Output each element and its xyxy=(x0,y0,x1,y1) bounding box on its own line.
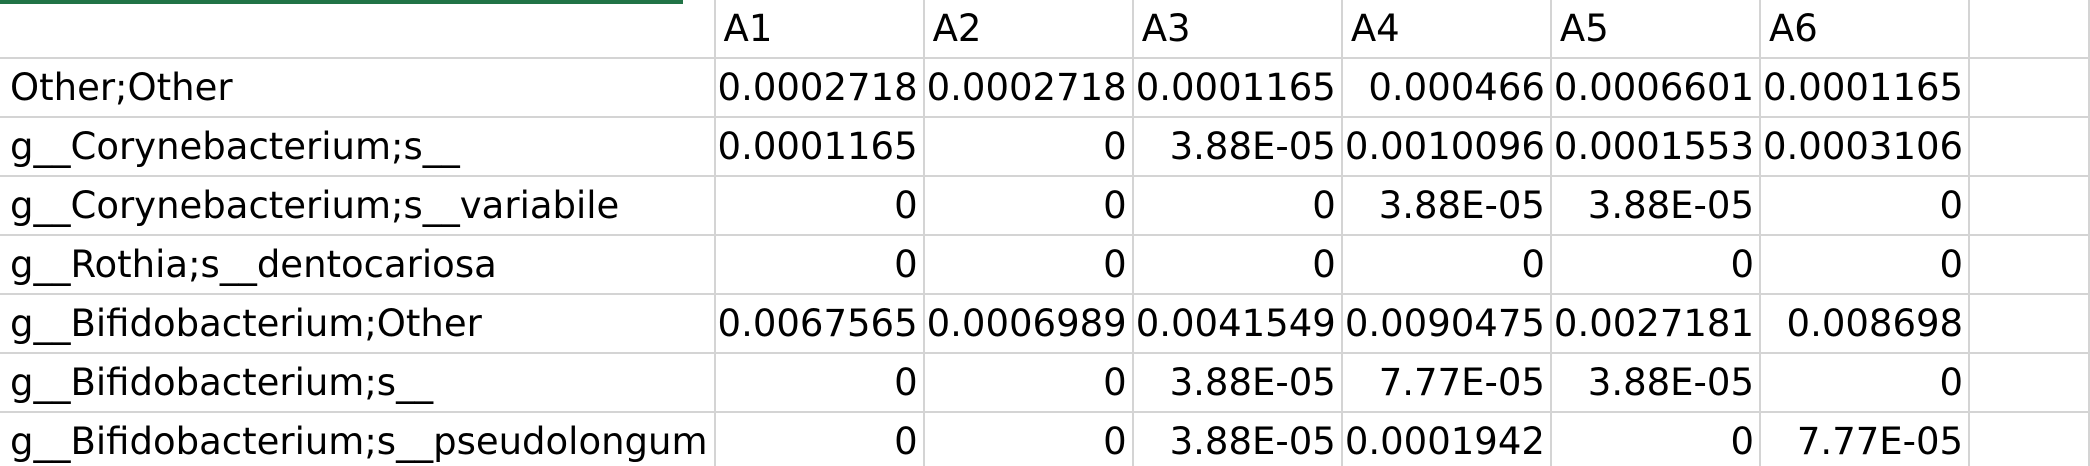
empty-cell[interactable] xyxy=(1968,234,2090,295)
value-cell[interactable]: 0 xyxy=(1340,234,1552,295)
empty-cell[interactable] xyxy=(1968,57,2090,118)
value-cell[interactable]: 0.0001165 xyxy=(1131,57,1343,118)
value-cell[interactable]: 3.88E-05 xyxy=(1131,116,1343,177)
value-cell[interactable]: 0.000466 xyxy=(1340,57,1552,118)
table-row: g__Bifidobacterium;s__pseudolongum 0 0 3.88… xyxy=(0,411,2090,466)
value-cell[interactable]: 0.0001165 xyxy=(713,116,925,177)
value-cell[interactable]: 0.0001553 xyxy=(1549,116,1762,177)
value-cell[interactable]: 0 xyxy=(922,116,1134,177)
header-cell[interactable]: A1 xyxy=(713,0,925,59)
value-cell[interactable]: 0.0003106 xyxy=(1758,116,1971,177)
value-cell[interactable]: 0.0041549 xyxy=(1131,293,1343,354)
empty-cell[interactable] xyxy=(1968,0,2090,59)
row-label-cell[interactable]: g__Corynebacterium;s__ xyxy=(0,116,716,177)
row-label-cell[interactable]: Other;Other xyxy=(0,57,716,118)
header-cell[interactable]: A2 xyxy=(922,0,1134,59)
table-row: Other;Other 0.0002718 0.0002718 0.0001165 0.… xyxy=(0,57,2090,118)
header-cell[interactable]: A3 xyxy=(1131,0,1343,59)
value-cell[interactable]: 0.0002718 xyxy=(922,57,1134,118)
row-label-cell[interactable]: g__Bifidobacterium;s__pseudolongum xyxy=(0,411,716,466)
value-cell[interactable]: 0 xyxy=(1549,411,1762,466)
value-cell[interactable]: 0.0027181 xyxy=(1549,293,1762,354)
empty-cell[interactable] xyxy=(1968,293,2090,354)
table-row: g__Corynebacterium;s__ 0.0001165 0 3.88E-05… xyxy=(0,116,2090,177)
header-cell[interactable]: A5 xyxy=(1549,0,1762,59)
value-cell[interactable]: 0 xyxy=(1549,234,1762,295)
table-row: g__Bifidobacterium;s__ 0 0 3.88E-05 7.77E-05… xyxy=(0,352,2090,413)
value-cell[interactable]: 0 xyxy=(713,411,925,466)
empty-cell[interactable] xyxy=(1968,116,2090,177)
empty-cell[interactable] xyxy=(1968,411,2090,466)
value-cell[interactable]: 0.0067565 xyxy=(713,293,925,354)
value-cell[interactable]: 3.88E-05 xyxy=(1131,411,1343,466)
value-cell[interactable]: 0 xyxy=(1758,175,1971,236)
table-row: g__Corynebacterium;s__variabile 0 0 0 3.88E-… xyxy=(0,175,2090,236)
value-cell[interactable]: 7.77E-05 xyxy=(1758,411,1971,466)
value-cell[interactable]: 0 xyxy=(713,175,925,236)
value-cell[interactable]: 0 xyxy=(922,411,1134,466)
empty-cell[interactable] xyxy=(1968,352,2090,413)
value-cell[interactable]: 3.88E-05 xyxy=(1549,175,1762,236)
value-cell[interactable]: 0.0006601 xyxy=(1549,57,1762,118)
value-cell[interactable]: 0 xyxy=(1758,234,1971,295)
header-cell-corner[interactable] xyxy=(0,0,716,59)
value-cell[interactable]: 3.88E-05 xyxy=(1549,352,1762,413)
value-cell[interactable]: 0.0002718 xyxy=(713,57,925,118)
row-label-cell[interactable]: g__Bifidobacterium;s__ xyxy=(0,352,716,413)
value-cell[interactable]: 0.0010096 xyxy=(1340,116,1552,177)
table-row: g__Rothia;s__dentocariosa 0 0 0 0 0 0 xyxy=(0,234,2090,295)
value-cell[interactable]: 0 xyxy=(1758,352,1971,413)
table-row: g__Bifidobacterium;Other 0.0067565 0.00069… xyxy=(0,293,2090,354)
value-cell[interactable]: 0 xyxy=(922,175,1134,236)
value-cell[interactable]: 3.88E-05 xyxy=(1340,175,1552,236)
value-cell[interactable]: 0.0090475 xyxy=(1340,293,1552,354)
value-cell[interactable]: 0 xyxy=(1131,234,1343,295)
value-cell[interactable]: 7.77E-05 xyxy=(1340,352,1552,413)
value-cell[interactable]: 0 xyxy=(922,234,1134,295)
value-cell[interactable]: 0.0001165 xyxy=(1758,57,1971,118)
empty-cell[interactable] xyxy=(1968,175,2090,236)
value-cell[interactable]: 0.0001942 xyxy=(1340,411,1552,466)
row-label-cell[interactable]: g__Corynebacterium;s__variabile xyxy=(0,175,716,236)
row-label-cell[interactable]: g__Bifidobacterium;Other xyxy=(0,293,716,354)
header-row: A1 A2 A3 A4 A5 A6 xyxy=(0,0,2090,59)
row-label-cell[interactable]: g__Rothia;s__dentocariosa xyxy=(0,234,716,295)
value-cell[interactable]: 0.0006989 xyxy=(922,293,1134,354)
value-cell[interactable]: 3.88E-05 xyxy=(1131,352,1343,413)
value-cell[interactable]: 0 xyxy=(922,352,1134,413)
value-cell[interactable]: 0 xyxy=(713,352,925,413)
header-cell[interactable]: A6 xyxy=(1758,0,1971,59)
value-cell[interactable]: 0 xyxy=(1131,175,1343,236)
value-cell[interactable]: 0.008698 xyxy=(1758,293,1971,354)
value-cell[interactable]: 0 xyxy=(713,234,925,295)
header-cell[interactable]: A4 xyxy=(1340,0,1552,59)
